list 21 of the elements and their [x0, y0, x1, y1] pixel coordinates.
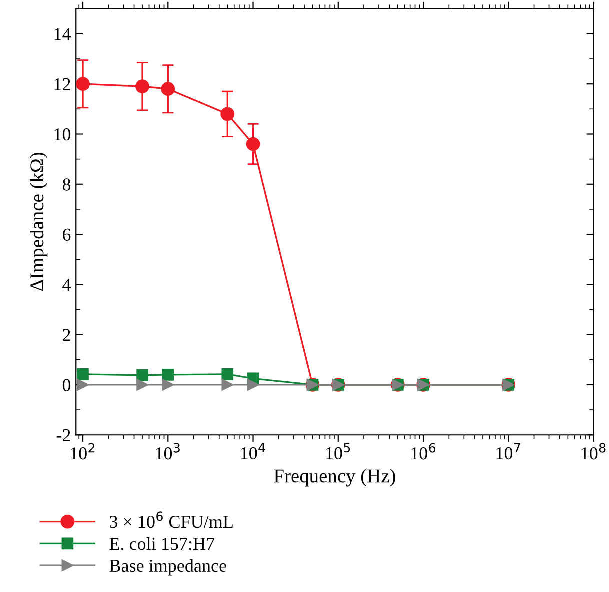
legend-label: 3 × 10$^{6}$ CFU/mL: [110, 512, 233, 528]
legend-label: E. coli 157:H7: [110, 537, 215, 550]
y-tick-label: 14: [54, 28, 71, 40]
y-tick-label: 10: [54, 128, 71, 141]
y-tick-label: 8: [62, 178, 71, 191]
x-tick-label: 10$^{3}$: [156, 443, 180, 460]
x-tick-label: 10$^{6}$: [412, 443, 436, 460]
x-tick-label: 10$^{2}$: [71, 443, 95, 460]
y-tick-label: -2: [56, 429, 70, 442]
x-tick-label: 10$^{7}$: [496, 443, 520, 460]
y-tick-label: 4: [62, 279, 71, 291]
y-tick-label: 0: [62, 379, 71, 392]
x-tick-label: 10$^{5}$: [326, 443, 350, 460]
y-axis-title: ΔImpedance (kΩ): [30, 152, 48, 292]
legend-label: Base impedance: [110, 559, 226, 576]
x-tick-label: 10$^{4}$: [241, 443, 266, 460]
y-tick-label: 12: [54, 78, 70, 90]
y-tick-label: 2: [63, 329, 70, 342]
x-tick-label: 10$^{8}$: [582, 443, 606, 460]
y-tick-label: 6: [63, 228, 71, 241]
x-axis-title: Frequency (Hz): [274, 469, 396, 487]
